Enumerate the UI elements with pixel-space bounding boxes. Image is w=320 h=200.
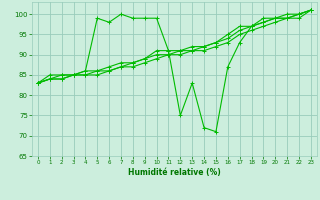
X-axis label: Humidité relative (%): Humidité relative (%) — [128, 168, 221, 177]
